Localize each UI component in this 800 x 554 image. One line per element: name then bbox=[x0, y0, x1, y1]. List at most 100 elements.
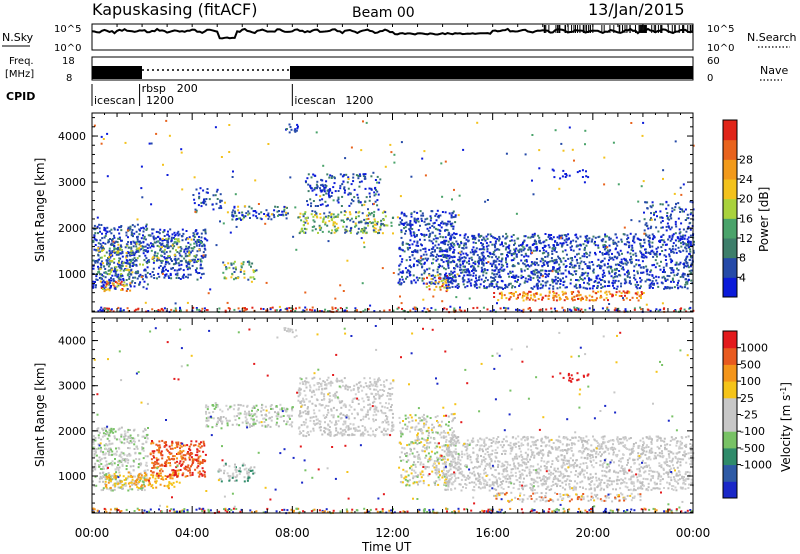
power-cell bbox=[436, 237, 439, 240]
power-cell bbox=[445, 290, 448, 293]
power-cell bbox=[384, 165, 387, 168]
power-cell bbox=[184, 238, 187, 241]
velocity-cell bbox=[120, 486, 123, 489]
power-cell bbox=[554, 269, 557, 272]
power-cell bbox=[328, 220, 331, 223]
power-cell bbox=[164, 263, 167, 266]
power-cell bbox=[131, 233, 134, 236]
power-cell bbox=[171, 260, 173, 262]
power-cell bbox=[108, 249, 111, 252]
power-cell bbox=[359, 201, 362, 204]
power-cell bbox=[472, 253, 475, 256]
power-cell bbox=[651, 249, 654, 252]
velocity-cell bbox=[92, 469, 94, 472]
power-cell bbox=[215, 244, 218, 247]
power-cell bbox=[458, 285, 460, 288]
power-cell bbox=[666, 222, 669, 225]
power-cell bbox=[537, 234, 540, 237]
power-cell bbox=[552, 236, 555, 239]
power-cell bbox=[427, 257, 430, 260]
velocity-cell bbox=[136, 486, 139, 489]
power-cell bbox=[586, 241, 589, 244]
power-cell bbox=[458, 260, 461, 263]
power-cell bbox=[247, 213, 249, 216]
power-cell bbox=[672, 242, 675, 245]
power-cell bbox=[641, 134, 644, 137]
power-cell bbox=[559, 286, 562, 289]
power-cell bbox=[132, 276, 135, 279]
power-cell bbox=[201, 273, 203, 276]
power-cell bbox=[113, 236, 116, 239]
power-cell bbox=[333, 231, 336, 234]
power-cell bbox=[178, 268, 181, 271]
power-cell bbox=[204, 232, 207, 235]
velocity-cell bbox=[115, 450, 118, 453]
power-cell bbox=[640, 291, 643, 293]
power-cell bbox=[126, 307, 129, 310]
power-cell bbox=[288, 123, 291, 126]
power-cell bbox=[170, 258, 172, 261]
power-cell bbox=[372, 229, 375, 232]
power-cell bbox=[167, 230, 169, 233]
power-cell bbox=[134, 276, 137, 279]
power-cell bbox=[97, 247, 100, 250]
power-cell bbox=[535, 242, 538, 245]
power-cell bbox=[97, 265, 99, 268]
velocity-cell bbox=[100, 463, 103, 465]
power-colorbar-swatch bbox=[723, 139, 737, 160]
power-cell bbox=[202, 254, 205, 257]
power-cell bbox=[512, 274, 515, 277]
power-cell bbox=[482, 306, 485, 309]
power-cell bbox=[617, 240, 620, 243]
power-cell bbox=[683, 263, 686, 266]
power-cell bbox=[547, 261, 550, 263]
power-cell bbox=[588, 299, 591, 302]
power-cell bbox=[372, 213, 375, 216]
power-cell bbox=[381, 211, 384, 214]
nsky-tick-bottom: 10^0 bbox=[54, 43, 81, 54]
power-cell bbox=[195, 188, 198, 191]
power-cell bbox=[373, 210, 376, 213]
power-cell bbox=[407, 269, 410, 272]
power-cell bbox=[452, 246, 455, 249]
velocity-cell bbox=[136, 447, 139, 450]
power-cell bbox=[165, 119, 168, 122]
power-cell bbox=[482, 243, 484, 246]
power-cell bbox=[668, 255, 671, 258]
power-cell bbox=[128, 269, 131, 272]
velocity-cell bbox=[128, 454, 131, 457]
power-cell bbox=[681, 210, 684, 213]
power-cell bbox=[584, 246, 586, 249]
power-cell bbox=[204, 248, 207, 251]
power-cell bbox=[237, 307, 240, 310]
power-cell bbox=[660, 226, 663, 229]
power-cell bbox=[654, 259, 657, 262]
velocity-cell bbox=[126, 454, 129, 457]
velocity-cell bbox=[172, 472, 175, 475]
power-cell bbox=[409, 264, 411, 267]
power-cell bbox=[453, 244, 456, 247]
power-cell bbox=[517, 275, 520, 278]
nsky-trace bbox=[91, 27, 694, 40]
power-cell bbox=[406, 246, 409, 249]
power-cell bbox=[505, 236, 508, 239]
power-cell bbox=[215, 202, 218, 205]
power-cell bbox=[477, 234, 480, 237]
velocity-cell bbox=[146, 478, 149, 481]
power-cell bbox=[358, 173, 361, 176]
velocity-cell bbox=[142, 430, 145, 433]
power-cell bbox=[290, 307, 293, 310]
velocity-cell bbox=[141, 484, 143, 487]
power-cell bbox=[545, 273, 548, 276]
power-cell bbox=[468, 280, 471, 283]
power-cell bbox=[107, 239, 110, 242]
power-cell bbox=[585, 239, 588, 242]
power-cell bbox=[642, 245, 645, 248]
power-cell bbox=[121, 251, 124, 254]
power-cell bbox=[667, 225, 670, 228]
power-cell bbox=[525, 296, 528, 299]
power-cell bbox=[563, 239, 566, 242]
power-cell bbox=[363, 226, 366, 229]
power-cell bbox=[580, 274, 583, 277]
power-cell bbox=[403, 222, 406, 225]
